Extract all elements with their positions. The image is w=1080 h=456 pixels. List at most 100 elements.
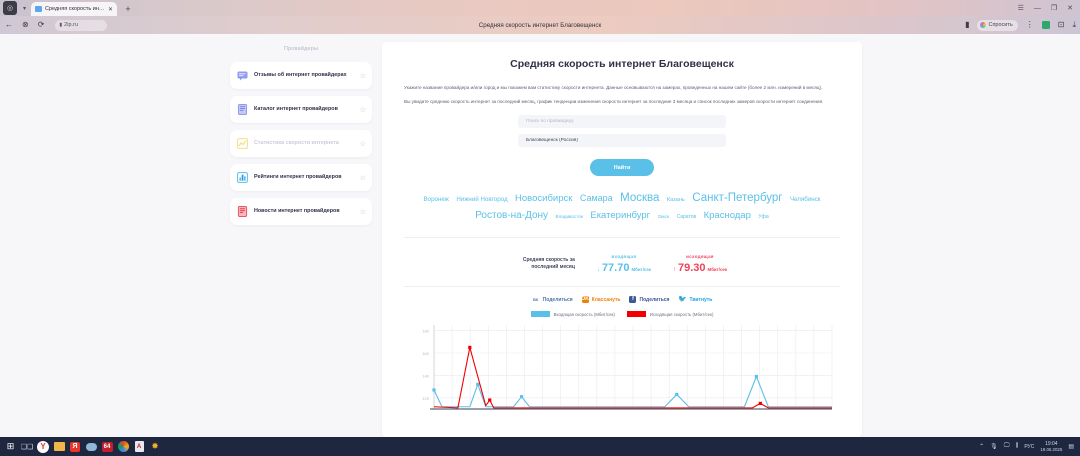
data-point[interactable] [432,388,436,392]
sidebar-item-statistics[interactable]: Статистика скорости интернета ☆ [230,130,372,157]
browser-logo-button[interactable]: ◎ [3,1,17,15]
taskbar-cloud-app-icon[interactable] [83,438,99,455]
close-window-icon[interactable]: ✕ [1067,4,1073,12]
tray-language-indicator[interactable]: РУС [1024,443,1035,450]
data-point[interactable] [758,401,762,405]
back-icon[interactable]: ← [5,20,13,29]
taskbar-chrome-app-icon[interactable] [115,438,131,455]
sidebar-item-ratings[interactable]: Рейтинги интернет провайдеров ☆ [230,164,372,191]
data-point[interactable] [468,345,472,349]
start-button[interactable]: ⊞ [6,441,15,451]
city-link[interactable]: Челябинск [789,196,821,203]
address-bar[interactable]: ▮ 2ip.ru [55,19,108,31]
city-link[interactable]: Омск [657,215,670,220]
new-tab-button[interactable]: + [125,3,131,14]
legend-entry[interactable]: Исходящая скорость (Мбит/сек) [626,311,714,317]
reload-icon[interactable]: ⟳ [37,20,45,29]
data-point[interactable] [675,392,679,397]
tray-network-icon[interactable]: ⫼ [1015,443,1019,449]
find-button[interactable]: Найти [590,159,654,176]
star-icon[interactable]: ☆ [359,72,366,80]
share-row: ВК Поделиться OK Классануть f Поделиться 🐦 Твит… [404,287,840,309]
star-icon[interactable]: ☆ [359,174,366,182]
bookmark-icon[interactable]: ▮ [965,20,970,29]
city-link[interactable]: Новосибирск [515,193,573,204]
tab-close-icon[interactable]: ✕ [107,6,113,13]
star-icon[interactable]: ☆ [359,208,366,216]
city-link[interactable]: Саратов [676,214,697,220]
city-link[interactable]: Краснодар [703,210,751,221]
legend-entry[interactable]: Входящая скорость (Мбит/сек) [530,311,615,317]
tab-list-chevron-icon[interactable]: ▾ [22,5,26,12]
chart-icon [237,138,248,150]
y-axis-tick: 140 [422,373,429,378]
share-button-vk[interactable]: ВК Поделиться [532,296,573,303]
task-view-icon[interactable]: ❏❏ [20,443,34,451]
city-link[interactable]: Казань [666,197,685,203]
taskbar-yandex-app-icon[interactable]: Я [67,438,83,455]
star-icon[interactable]: ☆ [359,106,366,114]
tray-display-icon[interactable]: 🖵 [1003,443,1010,449]
city-link[interactable]: Уфа [758,214,769,220]
fb-icon: f [629,296,637,303]
data-point[interactable] [488,398,492,402]
taskbar-yandex-browser-icon[interactable]: Y [35,438,51,455]
browser-window: ◎ ▾ Средняя скорость ин… ✕ + ☰ — ❐ ✕ ← ⊗… [0,0,1080,437]
windows-taskbar: ⊞ ❏❏ Y Я 64 A ✸ ⌃ 🎙 🖵 ⫼ РУС 19:04 19.06.… [0,437,1080,456]
extension-icon[interactable] [1041,21,1050,29]
clock[interactable]: 19:04 19.06.2025 [1040,441,1062,453]
sidebar-heading: Провайдеры [283,46,319,52]
share-button-tw[interactable]: 🐦 Твитнуть [678,296,712,303]
city-link[interactable]: Воронеж [423,196,449,203]
window-menu-icon[interactable]: ☰ [1017,4,1024,12]
city-link[interactable]: Екатеринбург [590,210,651,221]
city-link[interactable]: Нижний Новгород [456,196,508,203]
tab-title: Средняя скорость ин… [45,6,105,12]
legend-label: Входящая скорость (Мбит/сек) [553,311,615,317]
y-axis-tick: 180 [422,329,429,334]
ask-button[interactable]: Спросить [977,19,1018,31]
browser-toolbar: ← ⊗ ⟳ ▮ 2ip.ru Средняя скорость интернет… [0,16,1080,34]
browser-menu-icon[interactable]: ⋮ [1025,20,1034,29]
maximize-icon[interactable]: ❐ [1050,4,1058,12]
city-link[interactable]: Ростов-на-Дону [475,210,549,221]
sidebar-item-label: Статистика скорости интернета [254,140,339,146]
series-line [433,346,832,409]
sidebar-item-catalog[interactable]: Каталог интернет провайдеров ☆ [230,96,372,123]
city-link[interactable]: Владивосток [555,214,583,219]
city-link[interactable]: Санкт-Петербург [692,192,783,204]
sidebar-item-news[interactable]: Новости интернет провайдеров ☆ [230,198,372,225]
sidebar-item-reviews[interactable]: Отзывы об интернет провайдерах ☆ [230,62,372,89]
tray-mic-icon[interactable]: 🎙 [990,444,998,450]
share-button-fb[interactable]: f Поделиться [629,296,669,303]
taskbar-64-app-icon[interactable]: 64 [99,438,115,455]
forward-icon[interactable]: ⊗ [22,20,29,29]
incoming-speed: входящая ↓ 77.70 Мбит/сек [597,254,651,274]
sidebar-item-label: Каталог интернет провайдеров [254,106,338,112]
share-button-ok[interactable]: OK Классануть [581,296,621,303]
city-search-input[interactable] [518,134,726,147]
legend-label: Исходящая скорость (Мбит/сек) [649,311,714,317]
city-link[interactable]: Москва [620,192,660,204]
downloads-icon[interactable]: ⤓ [1072,20,1076,29]
data-point[interactable] [476,382,480,386]
tray-chevron-icon[interactable]: ⌃ [979,444,985,450]
data-point[interactable] [754,374,758,379]
main-content: Средняя скорость интернет Благовещенск У… [382,42,862,437]
notification-center-icon[interactable]: ▤ [1068,444,1074,450]
star-icon[interactable]: ☆ [359,140,366,148]
taskbar-file-explorer-icon[interactable] [51,438,67,455]
taskbar-star-app-icon[interactable]: ✸ [151,441,159,451]
collections-icon[interactable]: ⊡ [1057,20,1065,29]
bars-icon [237,172,248,184]
minimize-icon[interactable]: — [1033,4,1041,12]
data-point[interactable] [519,395,524,399]
provider-search-input[interactable] [518,115,726,128]
taskbar-reader-app-icon[interactable]: A [131,438,147,455]
outgoing-speed: исходящая ↑ 79.30 Мбит/сек [673,254,727,274]
browser-tab[interactable]: Средняя скорость ин… ✕ [31,2,117,16]
tab-strip: ◎ ▾ Средняя скорость ин… ✕ + ☰ — ❐ ✕ [0,0,1080,16]
city-link[interactable]: Самара [579,193,613,203]
incoming-arrow-icon: ↓ [596,267,600,273]
share-label: Классануть [591,296,621,303]
